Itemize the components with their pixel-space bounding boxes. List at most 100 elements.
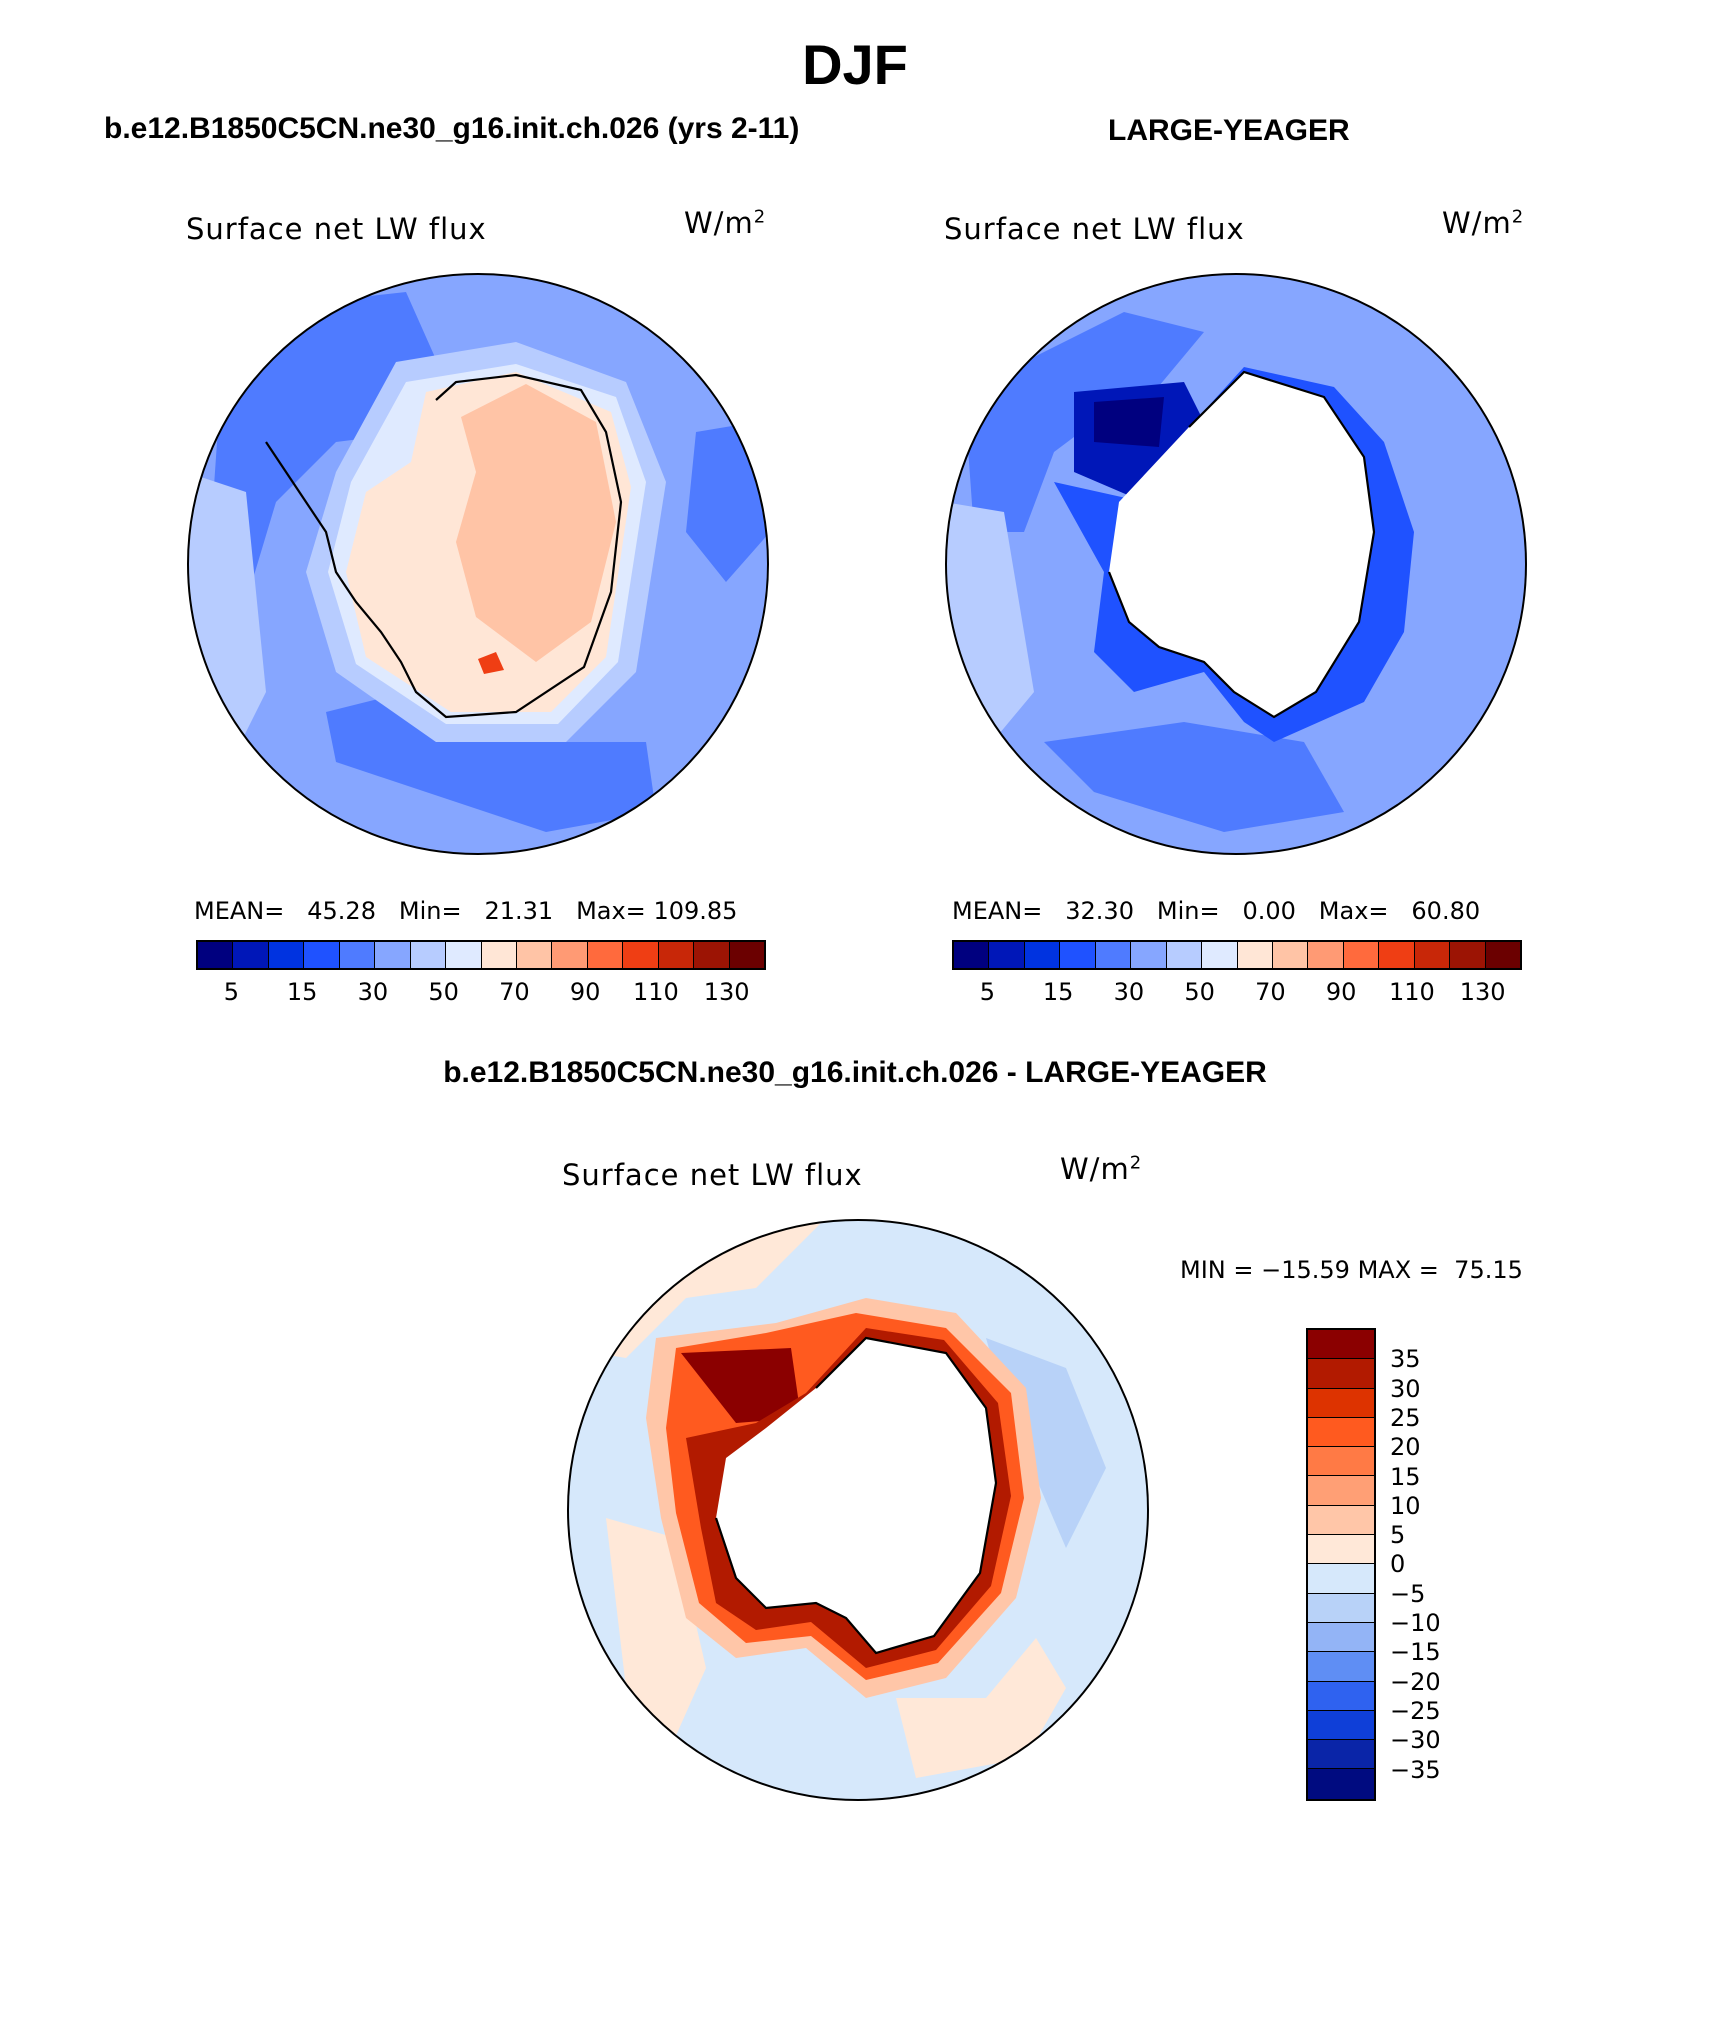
colorbar-box (1308, 1710, 1374, 1741)
flux-hotspot (478, 652, 504, 674)
flux-region-south (1044, 722, 1344, 832)
panel-left-colorbar (196, 940, 766, 970)
diff-panel-variable-title: Surface net LW flux (562, 1158, 863, 1192)
colorbar-tick-label: −10 (1390, 1609, 1441, 1637)
antarctica-salmon (456, 384, 616, 662)
colorbar-box (268, 942, 305, 968)
colorbar-tick-label: −5 (1390, 1579, 1426, 1608)
colorbar-box (694, 942, 730, 968)
colorbar-tick-label: 5 (223, 978, 240, 1006)
colorbar-box (1343, 942, 1380, 968)
panel-left-case-title: b.e12.B1850C5CN.ne30_g16.init.ch.026 (yr… (104, 112, 800, 145)
colorbar-tick-label: 0 (1390, 1550, 1406, 1579)
colorbar-box (1308, 942, 1344, 968)
colorbar-box (954, 942, 990, 968)
colorbar-tick-label: 15 (286, 978, 318, 1006)
colorbar-box (1024, 942, 1061, 968)
colorbar-box (1308, 1740, 1374, 1770)
colorbar-box (375, 942, 411, 968)
diff-colorbar (1306, 1328, 1376, 1801)
colorbar-box (1308, 1359, 1374, 1389)
colorbar-box (1308, 1388, 1374, 1418)
colorbar-tick-label: 110 (1388, 978, 1435, 1006)
colorbar-box (339, 942, 376, 968)
colorbar-tick-label: 70 (499, 978, 530, 1006)
colorbar-box (1095, 942, 1132, 968)
colorbar-tick-label: −25 (1390, 1696, 1441, 1725)
panel-right-units: W/m2 (1442, 206, 1525, 240)
colorbar-box (1308, 1447, 1374, 1477)
colorbar-tick-label: 15 (1042, 978, 1074, 1006)
colorbar-tick-label: 25 (1390, 1403, 1421, 1432)
diff-panel-title: b.e12.B1850C5CN.ne30_g16.init.ch.026 - L… (443, 1056, 1267, 1089)
antarctica-coastline (1107, 370, 1376, 719)
colorbar-tick-label: 5 (1390, 1521, 1406, 1550)
colorbar-tick-label: 30 (1113, 978, 1145, 1006)
panel-right-case-title: LARGE-YEAGER (1108, 114, 1350, 147)
colorbar-box (1202, 942, 1238, 968)
colorbar-box (729, 942, 764, 968)
panel-right-variable-title: Surface net LW flux (944, 212, 1245, 246)
colorbar-box (1308, 1681, 1374, 1711)
colorbar-box (658, 942, 695, 968)
colorbar-tick-label: 30 (357, 978, 389, 1006)
flux-low-darkest (1094, 397, 1164, 447)
panel-left-colorbar-labels: 5 15 30 50 70 90 110 130 (196, 978, 766, 1008)
colorbar-box (1308, 1535, 1374, 1565)
panel-right-colorbar-labels: 5 15 30 50 70 90 110 130 (952, 978, 1522, 1008)
colorbar-box (446, 942, 482, 968)
colorbar-tick-label: 5 (979, 978, 996, 1006)
colorbar-box (1414, 942, 1451, 968)
colorbar-tick-label: 10 (1390, 1491, 1421, 1520)
colorbar-box (1379, 942, 1415, 968)
colorbar-box (587, 942, 624, 968)
colorbar-box (1060, 942, 1096, 968)
colorbar-tick-label: 130 (1459, 978, 1506, 1006)
colorbar-tick-label: 35 (1390, 1345, 1421, 1374)
colorbar-box (1308, 1622, 1374, 1653)
colorbar-box (481, 942, 517, 968)
flux-region-west (206, 292, 446, 602)
panel-left-units: W/m2 (684, 206, 767, 240)
diff-positive-south (896, 1638, 1066, 1778)
colorbar-box (989, 942, 1025, 968)
colorbar-tick-label: 130 (703, 978, 750, 1006)
antarctica-coastline (265, 373, 623, 719)
colorbar-tick-label: −20 (1390, 1667, 1441, 1696)
panel-right-stats: MEAN= 32.30 Min= 0.00 Max= 60.80 (952, 897, 1481, 925)
panel-right-map (945, 273, 1527, 855)
colorbar-box (516, 942, 553, 968)
colorbar-tick-label: −35 (1390, 1755, 1441, 1784)
colorbar-box (1485, 942, 1520, 968)
colorbar-tick-label: 70 (1255, 978, 1286, 1006)
colorbar-box (552, 942, 588, 968)
colorbar-tick-label: 50 (1184, 978, 1215, 1006)
diff-panel-units: W/m2 (1060, 1152, 1143, 1186)
panel-left-map (187, 273, 769, 855)
colorbar-box (1272, 942, 1309, 968)
colorbar-box (1308, 1505, 1374, 1536)
colorbar-tick-label: 90 (1325, 978, 1357, 1006)
antarctica-mask (716, 1338, 996, 1653)
diff-colorbar-labels: 35 30 25 20 15 10 5 0 −5 −10 −15 −20 −25 −30 −35 (1390, 1328, 1470, 1798)
diff-max-region (681, 1348, 801, 1423)
antarctica-coastline (714, 1336, 998, 1655)
antarctica-mask (1109, 372, 1374, 717)
colorbar-box (1308, 1564, 1374, 1594)
colorbar-box (623, 942, 659, 968)
colorbar-box (410, 942, 447, 968)
colorbar-tick-label: 90 (569, 978, 601, 1006)
colorbar-tick-label: 50 (428, 978, 459, 1006)
colorbar-box (1308, 1330, 1374, 1360)
figure-title: DJF (802, 33, 908, 96)
diff-panel-minmax: MIN = −15.59 MAX = 75.15 (1180, 1256, 1523, 1284)
colorbar-tick-label: 30 (1390, 1374, 1421, 1403)
colorbar-box (1450, 942, 1486, 968)
colorbar-tick-label: −30 (1390, 1726, 1441, 1755)
colorbar-box (304, 942, 340, 968)
colorbar-box (1308, 1417, 1374, 1448)
colorbar-box (1166, 942, 1203, 968)
colorbar-tick-label: 110 (632, 978, 679, 1006)
colorbar-box (1308, 1769, 1374, 1799)
colorbar-box (1237, 942, 1273, 968)
